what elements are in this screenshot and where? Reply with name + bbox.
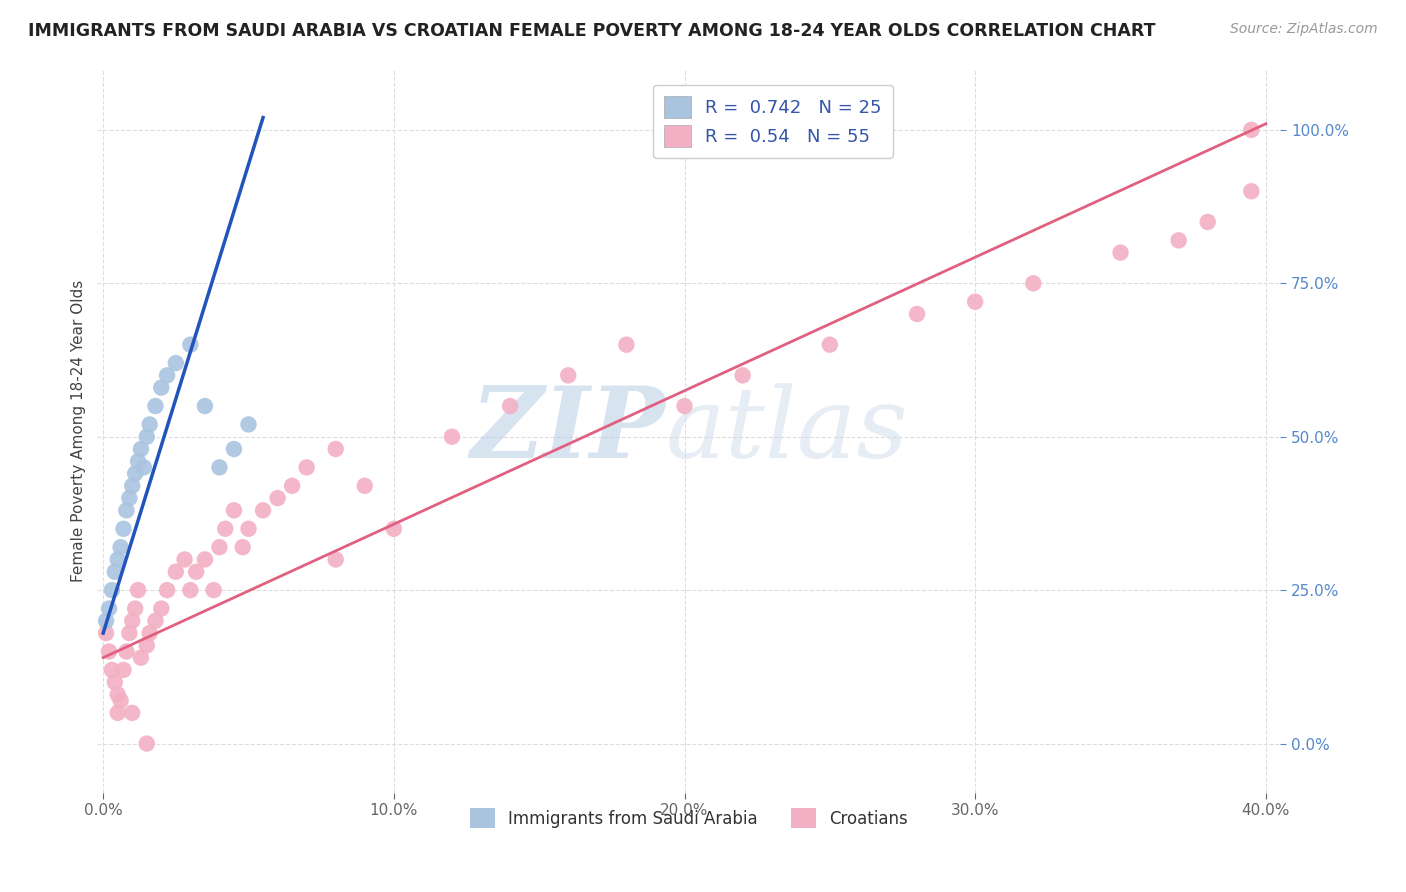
Point <box>98 601 121 615</box>
Text: ZIP: ZIP <box>470 383 665 479</box>
Point <box>107 706 129 720</box>
Point <box>194 552 217 566</box>
Point <box>112 522 135 536</box>
Point <box>499 399 522 413</box>
Point <box>129 650 152 665</box>
Text: Source: ZipAtlas.com: Source: ZipAtlas.com <box>1230 22 1378 37</box>
Point <box>1022 277 1045 291</box>
Point <box>173 552 195 566</box>
Point <box>156 368 179 383</box>
Point <box>124 601 146 615</box>
Point <box>818 337 841 351</box>
Point <box>165 356 187 370</box>
Point <box>107 552 129 566</box>
Point <box>110 693 132 707</box>
Point <box>115 644 138 658</box>
Text: IMMIGRANTS FROM SAUDI ARABIA VS CROATIAN FEMALE POVERTY AMONG 18-24 YEAR OLDS CO: IMMIGRANTS FROM SAUDI ARABIA VS CROATIAN… <box>28 22 1156 40</box>
Point <box>132 460 155 475</box>
Point <box>382 522 405 536</box>
Point <box>295 460 318 475</box>
Point <box>121 479 143 493</box>
Point <box>266 491 288 505</box>
Point <box>179 337 201 351</box>
Legend: Immigrants from Saudi Arabia, Croatians: Immigrants from Saudi Arabia, Croatians <box>463 801 915 835</box>
Point <box>222 503 245 517</box>
Point <box>731 368 754 383</box>
Point <box>135 737 157 751</box>
Point <box>1167 233 1189 247</box>
Point <box>222 442 245 456</box>
Point <box>145 614 167 628</box>
Point <box>440 430 463 444</box>
Point <box>165 565 187 579</box>
Point <box>94 614 117 628</box>
Point <box>156 583 179 598</box>
Point <box>202 583 225 598</box>
Point <box>186 565 208 579</box>
Point <box>127 454 149 468</box>
Point <box>965 294 987 309</box>
Point <box>208 460 231 475</box>
Point <box>101 583 124 598</box>
Point <box>107 688 129 702</box>
Point <box>557 368 579 383</box>
Point <box>325 552 347 566</box>
Point <box>110 540 132 554</box>
Point <box>150 601 173 615</box>
Y-axis label: Female Poverty Among 18-24 Year Olds: Female Poverty Among 18-24 Year Olds <box>72 279 86 582</box>
Point <box>118 491 141 505</box>
Point <box>905 307 928 321</box>
Point <box>127 583 149 598</box>
Point <box>135 639 157 653</box>
Point <box>208 540 231 554</box>
Point <box>238 522 260 536</box>
Point <box>98 644 121 658</box>
Point <box>135 430 157 444</box>
Point <box>94 626 117 640</box>
Point <box>673 399 696 413</box>
Point <box>179 583 201 598</box>
Point <box>145 399 167 413</box>
Point <box>101 663 124 677</box>
Point <box>616 337 638 351</box>
Point <box>325 442 347 456</box>
Point <box>214 522 236 536</box>
Point <box>281 479 304 493</box>
Point <box>112 663 135 677</box>
Text: atlas: atlas <box>665 383 908 478</box>
Point <box>121 614 143 628</box>
Point <box>1240 123 1263 137</box>
Point <box>1109 245 1132 260</box>
Point <box>353 479 375 493</box>
Point <box>238 417 260 432</box>
Point <box>232 540 254 554</box>
Point <box>104 675 127 690</box>
Point <box>1240 184 1263 198</box>
Point <box>150 381 173 395</box>
Point <box>1197 215 1219 229</box>
Point <box>138 417 160 432</box>
Point <box>124 467 146 481</box>
Point <box>121 706 143 720</box>
Point <box>118 626 141 640</box>
Point <box>129 442 152 456</box>
Point <box>194 399 217 413</box>
Point <box>252 503 274 517</box>
Point <box>104 565 127 579</box>
Point <box>138 626 160 640</box>
Point <box>115 503 138 517</box>
